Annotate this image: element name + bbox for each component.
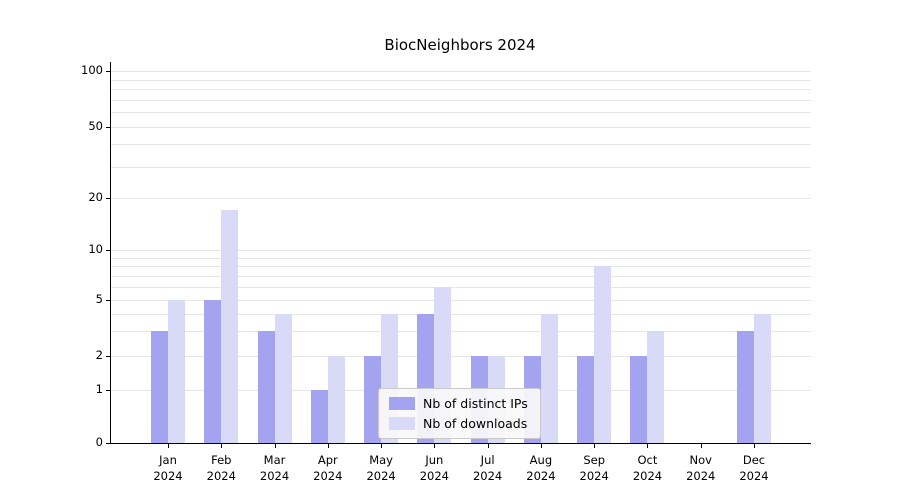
y-tick-label: 2 bbox=[95, 348, 103, 362]
bar-downloads bbox=[168, 300, 185, 443]
x-tick-label: Feb 2024 bbox=[206, 453, 236, 483]
bar-downloads bbox=[754, 313, 771, 443]
gridline bbox=[111, 257, 811, 259]
bar-downloads bbox=[647, 331, 665, 443]
legend-swatch-downloads bbox=[389, 417, 415, 430]
x-tick-mark bbox=[327, 443, 329, 448]
x-tick-mark bbox=[168, 443, 169, 448]
x-tick-mark bbox=[594, 443, 596, 448]
gridline bbox=[111, 144, 811, 146]
bar-distinct-ips bbox=[257, 331, 275, 443]
y-tick-mark bbox=[106, 356, 111, 357]
chart-title: BiocNeighbors 2024 bbox=[384, 36, 536, 54]
y-tick-label: 1 bbox=[95, 382, 103, 396]
x-tick-mark bbox=[274, 443, 276, 448]
x-tick-label: Sep 2024 bbox=[579, 453, 609, 483]
gridline bbox=[111, 89, 811, 91]
bar-distinct-ips bbox=[204, 300, 222, 443]
x-tick-mark bbox=[754, 443, 755, 448]
gridline bbox=[111, 112, 811, 114]
gridline bbox=[111, 356, 811, 357]
bar-downloads bbox=[274, 313, 292, 443]
y-tick-label: 10 bbox=[88, 242, 103, 256]
gridline bbox=[111, 99, 811, 101]
gridline bbox=[111, 300, 811, 301]
x-tick-mark bbox=[434, 443, 436, 448]
bar-distinct-ips bbox=[737, 331, 754, 443]
x-tick-label: Jul 2024 bbox=[472, 453, 503, 483]
gridline bbox=[111, 286, 811, 288]
y-tick-label: 0 bbox=[95, 435, 103, 449]
gridline bbox=[111, 331, 811, 333]
y-tick-label: 100 bbox=[81, 63, 103, 77]
x-tick-mark bbox=[647, 443, 649, 448]
legend-label-downloads: Nb of downloads bbox=[423, 416, 528, 431]
bar-downloads bbox=[221, 210, 239, 443]
bar-distinct-ips bbox=[151, 331, 168, 443]
x-tick-label: Dec 2024 bbox=[739, 453, 769, 483]
y-tick-mark bbox=[106, 390, 111, 391]
gridline bbox=[111, 79, 811, 81]
y-tick-label: 50 bbox=[88, 119, 103, 133]
x-tick-label: Apr 2024 bbox=[313, 453, 343, 483]
x-tick-label: Mar 2024 bbox=[259, 453, 290, 483]
legend-swatch-distinct-ips bbox=[389, 397, 415, 410]
gridline bbox=[111, 166, 811, 168]
legend: Nb of distinct IPs Nb of downloads bbox=[378, 388, 541, 439]
x-tick-label: Nov 2024 bbox=[686, 453, 716, 483]
bar-downloads bbox=[594, 266, 612, 443]
gridline bbox=[111, 127, 811, 128]
bar-distinct-ips bbox=[364, 356, 382, 443]
gridline bbox=[111, 250, 811, 251]
gridline bbox=[111, 275, 811, 277]
gridline bbox=[111, 266, 811, 268]
y-tick-mark bbox=[106, 71, 111, 72]
x-tick-label: May 2024 bbox=[366, 453, 396, 483]
x-tick-mark bbox=[700, 443, 702, 448]
plot-area: 0 1 2 5 10 20 50 100 Jan 2024 Feb 2024 Mar 2024 Apr 202… bbox=[81, 62, 811, 483]
bar-distinct-ips bbox=[630, 356, 648, 443]
y-tick-mark bbox=[106, 300, 111, 301]
gridline bbox=[111, 198, 811, 199]
y-tick-mark bbox=[106, 198, 111, 199]
x-tick-label: Aug 2024 bbox=[526, 453, 556, 483]
bar-distinct-ips bbox=[310, 390, 328, 443]
x-tick-label: Oct 2024 bbox=[632, 453, 663, 483]
x-tick-mark bbox=[487, 443, 489, 448]
legend-label-distinct-ips: Nb of distinct IPs bbox=[423, 396, 528, 411]
legend-item-downloads: Nb of downloads bbox=[389, 416, 528, 431]
x-tick-mark bbox=[221, 443, 223, 448]
x-tick-label: Jun 2024 bbox=[419, 453, 449, 483]
y-tick-mark bbox=[106, 250, 111, 251]
bar-downloads bbox=[327, 356, 345, 443]
gridline bbox=[111, 71, 811, 72]
x-tick-label: Jan 2024 bbox=[153, 453, 183, 483]
gridline bbox=[111, 313, 811, 315]
y-tick-mark bbox=[106, 443, 111, 444]
y-tick-label: 5 bbox=[95, 292, 103, 306]
bar-distinct-ips bbox=[577, 356, 595, 443]
y-tick-mark bbox=[106, 127, 111, 128]
legend-item-distinct-ips: Nb of distinct IPs bbox=[389, 396, 528, 411]
y-tick-label: 20 bbox=[88, 190, 103, 204]
x-tick-mark bbox=[381, 443, 383, 448]
x-tick-mark bbox=[540, 443, 542, 448]
bar-downloads bbox=[540, 313, 558, 443]
